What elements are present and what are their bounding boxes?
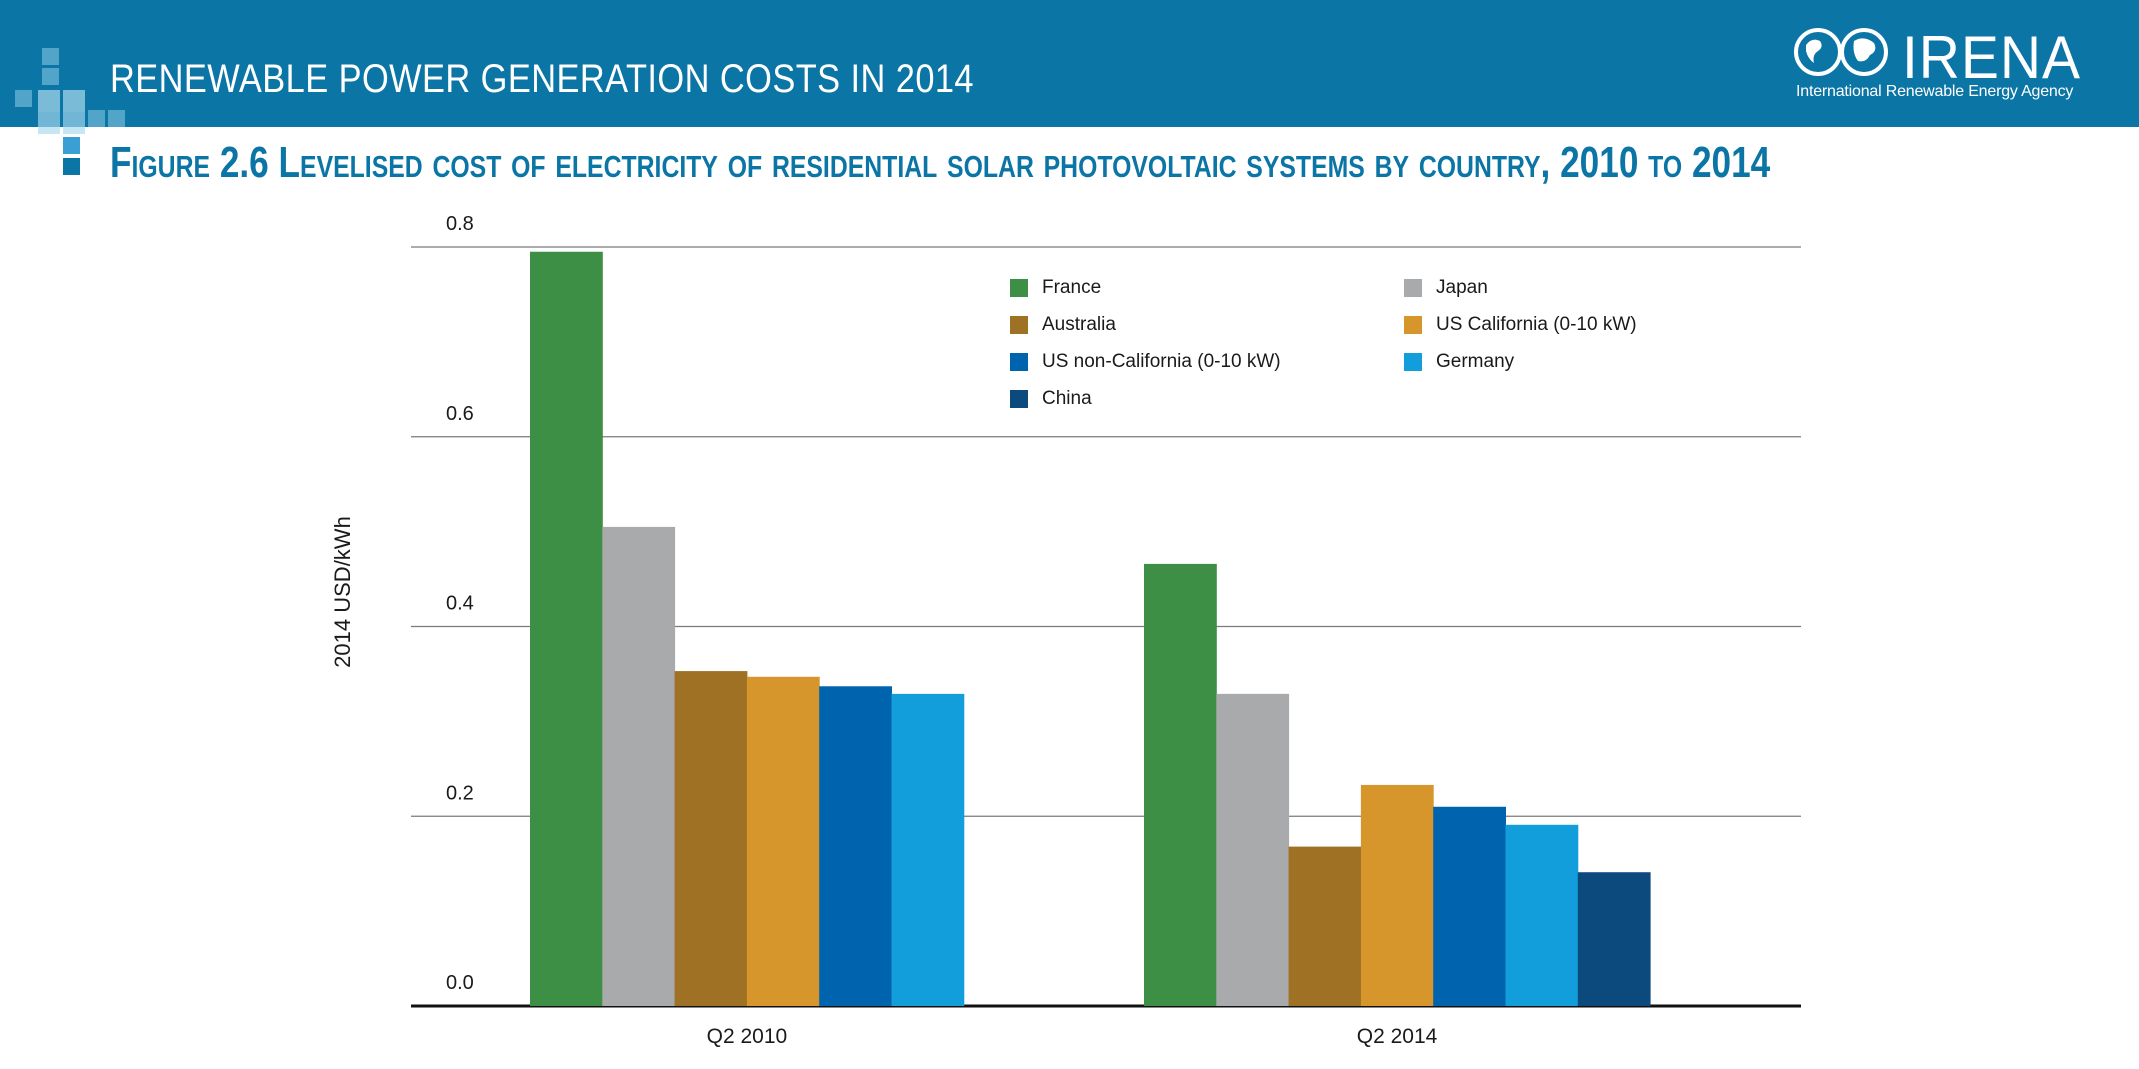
bar-japan: [1216, 693, 1290, 1006]
legend-swatch: [1010, 316, 1028, 334]
y-tick-label: 0.0: [446, 972, 474, 994]
bar-germany: [1505, 824, 1579, 1006]
bar-us-california-0-10-kw-: [746, 676, 820, 1006]
legend-swatch: [1010, 390, 1028, 408]
legend-label: US non-California (0-10 kW): [1042, 351, 1281, 372]
legend-swatch: [1404, 353, 1422, 371]
legend-label: Japan: [1436, 277, 1488, 298]
bar-france: [530, 251, 603, 1006]
decorative-squares-lower-icon: [63, 137, 80, 175]
figure-title: Figure 2.6 Levelised cost of electricity…: [110, 138, 1771, 187]
decorative-squares-icon: [15, 48, 125, 134]
y-tick-label: 0.8: [446, 213, 474, 235]
legend-label: Germany: [1436, 351, 1515, 372]
irena-logo-icon: [1794, 28, 1888, 76]
irena-brand: IRENA International Renewable Energy Age…: [1794, 24, 2084, 105]
bar-australia: [1288, 846, 1362, 1006]
bar-china: [1577, 872, 1651, 1006]
header-bar: RENEWABLE POWER GENERATION COSTS IN 2014…: [0, 0, 2139, 134]
legend-item: Germany: [1404, 351, 1514, 373]
x-category-label: Q2 2010: [707, 1025, 788, 1048]
legend-label: Australia: [1042, 314, 1116, 335]
y-tick-label: 0.6: [446, 403, 474, 425]
y-tick-label: 0.4: [446, 593, 474, 615]
legend-item: US non-California (0-10 kW): [1010, 351, 1281, 373]
legend-swatch: [1404, 316, 1422, 334]
legend-label: China: [1042, 388, 1092, 409]
legend-item: Australia: [1010, 314, 1116, 336]
bar-japan: [602, 526, 676, 1006]
legend-item: Japan: [1404, 277, 1488, 299]
legend-item: US California (0-10 kW): [1404, 314, 1637, 336]
legend-label: France: [1042, 277, 1102, 298]
legend-item: China: [1010, 388, 1092, 410]
bar-us-california-0-10-kw-: [1360, 784, 1434, 1006]
bar-germany: [891, 693, 965, 1006]
bar-france: [1144, 563, 1217, 1006]
x-category-label: Q2 2014: [1357, 1025, 1438, 1048]
legend-swatch: [1404, 279, 1422, 297]
bar-us-non-california-0-10-kw-: [819, 686, 892, 1006]
legend-label: US California (0-10 kW): [1436, 314, 1637, 335]
legend-item: France: [1010, 277, 1101, 299]
brand-name: IRENA: [1902, 24, 2081, 91]
legend-swatch: [1010, 279, 1028, 297]
bar-australia: [674, 671, 748, 1006]
header-title: RENEWABLE POWER GENERATION COSTS IN 2014: [110, 57, 975, 101]
y-tick-label: 0.2: [446, 782, 474, 804]
y-axis-label: 2014 USD/kWh: [330, 516, 355, 668]
legend-swatch: [1010, 353, 1028, 371]
bar-us-non-california-0-10-kw-: [1433, 806, 1506, 1006]
brand-tagline: International Renewable Energy Agency: [1796, 83, 2074, 100]
